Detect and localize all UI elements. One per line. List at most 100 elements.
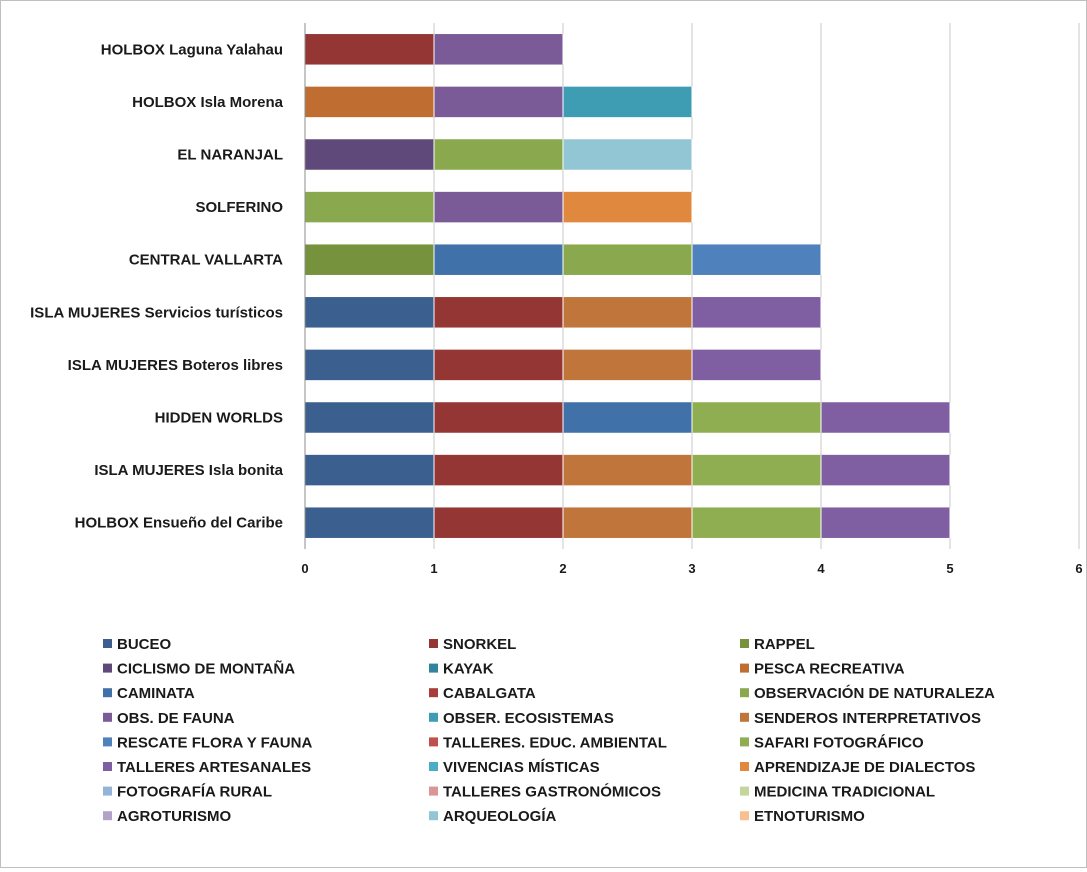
legend-swatch (740, 762, 749, 771)
legend-swatch (103, 811, 112, 821)
bar-segment (563, 349, 692, 381)
bar-segment (563, 454, 692, 486)
legend-label: SAFARI FOTOGRÁFICO (754, 734, 924, 751)
legend-label: ARQUEOLOGÍA (443, 808, 557, 825)
category-label: EL NARANJAL (177, 147, 283, 164)
legend-swatch (740, 737, 749, 747)
bar-segment (434, 402, 563, 433)
legend-label: TALLERES. EDUC. AMBIENTAL (443, 734, 667, 751)
bar-segment (692, 244, 821, 275)
legend-swatch (429, 712, 438, 722)
legend-swatch (103, 688, 112, 698)
bar-segment (305, 349, 434, 381)
bar-segment (434, 297, 563, 328)
category-label: SOLFERINO (195, 199, 283, 216)
legend-label: CICLISMO DE MONTAÑA (117, 660, 295, 678)
bar-segment (434, 507, 563, 538)
legend-swatch (103, 786, 112, 796)
legend-label: SNORKEL (443, 636, 516, 653)
x-tick-label: 3 (688, 561, 695, 576)
legend-swatch (740, 786, 749, 796)
legend-swatch (740, 712, 749, 722)
bar-segment (305, 297, 434, 328)
category-labels: HOLBOX Laguna Yalahau HOLBOX Isla Morena E… (30, 41, 284, 531)
legend-label: APRENDIZAJE DE DIALECTOS (754, 759, 975, 776)
x-tick-label: 6 (1075, 561, 1082, 576)
x-tick-labels: 0 1 2 3 4 5 6 (301, 561, 1082, 576)
bar-segment (305, 139, 434, 170)
legend-swatch (429, 663, 438, 673)
legend-swatch (429, 786, 438, 796)
legend-swatch (103, 639, 112, 648)
bar-segment (821, 507, 950, 538)
category-label: HOLBOX Laguna Yalahau (101, 41, 283, 58)
bar-segment (305, 454, 434, 486)
legend-label: CABALGATA (443, 685, 536, 702)
legend-label: RESCATE FLORA Y FAUNA (117, 734, 312, 751)
legend-swatch (103, 737, 112, 747)
legend-label: ETNOTURISMO (754, 808, 865, 825)
legend-label: PESCA RECREATIVA (754, 661, 905, 678)
legend-label: MEDICINA TRADICIONAL (754, 784, 935, 801)
legend-label: BUCEO (117, 636, 172, 653)
legend-label: OBSER. ECOSISTEMAS (443, 710, 614, 727)
legend-label: TALLERES GASTRONÓMICOS (443, 783, 661, 801)
bar-segment (434, 454, 563, 486)
x-tick-label: 1 (430, 561, 437, 576)
bar-segment (821, 454, 950, 486)
legend-swatch (740, 639, 749, 648)
category-label: ISLA MUJERES Isla bonita (94, 462, 283, 479)
legend-label: KAYAK (443, 661, 494, 678)
legend-label: CAMINATA (117, 685, 195, 702)
bar-segment (692, 507, 821, 538)
legend-swatch (429, 737, 438, 747)
bar-segment (563, 402, 692, 433)
legend-label: SENDEROS INTERPRETATIVOS (754, 710, 981, 727)
bar-segment (305, 191, 434, 223)
legend-swatch (103, 762, 112, 771)
legend-label: TALLERES ARTESANALES (117, 759, 311, 776)
legend-swatch (740, 811, 749, 821)
legend-swatch (429, 762, 438, 771)
category-label: ISLA MUJERES Boteros libres (68, 357, 283, 374)
bar-segment (305, 244, 434, 275)
legend-label: OBSERVACIÓN DE NATURALEZA (754, 684, 995, 702)
bar-segment (692, 454, 821, 486)
bar-segment (563, 297, 692, 328)
legend-label: OBS. DE FAUNA (117, 710, 235, 727)
legend-swatch (740, 688, 749, 698)
bar-segment (692, 349, 821, 381)
bar-segment (434, 86, 563, 118)
category-label: CENTRAL VALLARTA (129, 252, 283, 269)
category-label: HOLBOX Isla Morena (132, 94, 284, 111)
bar-segment (434, 191, 563, 223)
x-tick-label: 2 (559, 561, 566, 576)
bars (305, 34, 951, 538)
legend-swatch (429, 639, 438, 648)
legend-label: VIVENCIAS MÍSTICAS (443, 759, 600, 776)
category-label: HOLBOX Ensueño del Caribe (75, 515, 283, 532)
x-tick-label: 0 (301, 561, 308, 576)
bar-segment (305, 86, 434, 118)
category-label: HIDDEN WORLDS (155, 410, 283, 427)
bar-segment (305, 507, 434, 538)
bar-segment (692, 297, 821, 328)
bar-segment (821, 402, 950, 433)
legend-swatch (103, 712, 112, 722)
legend-swatch (429, 811, 438, 821)
legend-swatch (740, 663, 749, 673)
legend-label: FOTOGRAFÍA RURAL (117, 784, 272, 801)
bar-segment (563, 507, 692, 538)
bar-segment (434, 244, 563, 275)
bar-segment (692, 402, 821, 433)
bar-segment (563, 139, 692, 170)
bar-segment (563, 191, 692, 223)
bar-segment (305, 34, 434, 65)
legend: BUCEO SNORKEL RAPPEL CICLISMO DE MONTAÑA KAY… (103, 636, 995, 825)
legend-label: AGROTURISMO (117, 808, 231, 825)
bar-segment (434, 139, 563, 170)
bar-segment (563, 86, 692, 118)
x-tick-label: 5 (946, 561, 953, 576)
